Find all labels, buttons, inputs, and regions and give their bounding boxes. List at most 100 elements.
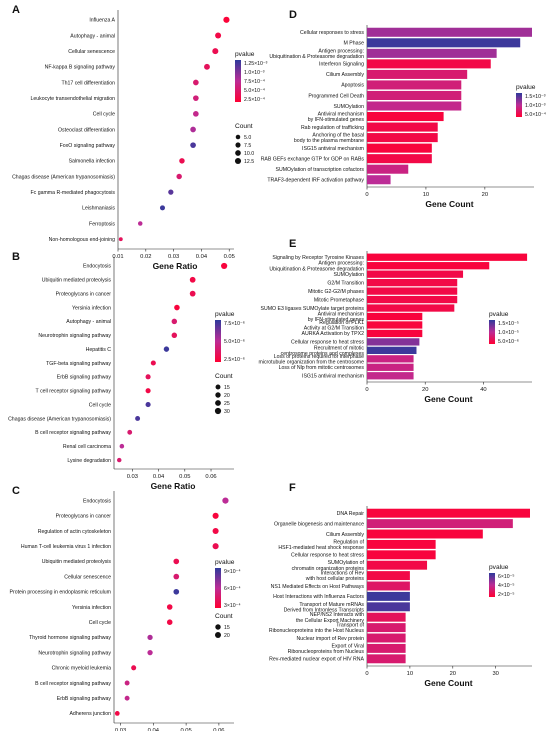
category-label: Interactions of Rev with host cellular pr… — [306, 571, 365, 583]
size-legend-label: 20 — [224, 633, 230, 639]
data-point — [166, 604, 173, 610]
category-label: Antigen processing: Ubiquitination & Prot… — [269, 261, 364, 273]
data-point — [193, 79, 199, 86]
panel-a: A Influenza A Autophagy - animal Cellular s… — [12, 4, 268, 271]
x-tick-label: 0.02 — [140, 254, 151, 260]
size-legend-swatch — [235, 150, 241, 156]
data-bar — [367, 278, 458, 287]
size-legend-swatch — [235, 134, 241, 140]
data-bar — [367, 612, 406, 622]
category-label: Interferon Signaling — [319, 62, 364, 68]
category-label: ErbB signaling pathway — [57, 696, 112, 702]
category-label: Cellular responses to stress — [300, 30, 364, 36]
category-label: Transport of Ribonucleoproteins into the … — [269, 623, 365, 635]
panel-f: F DNA Repair Organelle biogenesis and main… — [269, 482, 532, 688]
color-legend-bar — [516, 93, 522, 117]
data-point — [119, 443, 125, 449]
color-legend-title: pvalue — [516, 84, 536, 91]
color-legend-label: 1.5×10⁻⁵ — [498, 321, 519, 327]
category-label: Nuclear import of Rev protein — [297, 636, 365, 642]
x-tick-label: 0.05 — [224, 254, 235, 260]
category-label: Non-homologous end-joining — [49, 237, 115, 243]
category-label: Apoptosis — [341, 83, 364, 89]
category-label: Cellular response to heat stress — [291, 340, 364, 346]
data-point — [147, 634, 153, 641]
category-label: Hepatitis C — [86, 347, 112, 353]
category-label: Rab regulation of trafficking — [301, 125, 364, 131]
category-label: Yersinia infection — [72, 605, 111, 611]
category-label: Transport of Mature mRNAs Derived from In… — [284, 602, 365, 614]
category-label: Autophagy - animal — [66, 319, 111, 325]
size-legend-swatch — [215, 392, 221, 398]
category-label: Programmed Cell Death — [308, 93, 364, 99]
data-bar — [367, 508, 530, 518]
category-label: Lysine degradation — [67, 458, 111, 464]
data-point — [173, 558, 180, 565]
x-tick-label: 0 — [365, 671, 368, 677]
data-point — [147, 649, 153, 656]
data-point — [159, 205, 166, 211]
category-label: Osteoclast differentiation — [58, 127, 115, 133]
x-tick-label: 20 — [482, 192, 488, 198]
color-legend-bar — [235, 60, 241, 102]
category-label: Mitotic Prometaphase — [314, 297, 364, 303]
data-bar — [367, 287, 458, 295]
data-point — [124, 695, 130, 701]
category-label: RAB GEFs exchange GTP for GDP on RABs — [261, 156, 365, 162]
data-point — [171, 332, 178, 339]
data-point — [190, 126, 196, 133]
data-point — [114, 711, 120, 716]
color-legend-label: 5.0×10⁻⁶ — [498, 339, 519, 345]
data-point — [222, 497, 229, 504]
data-point — [117, 457, 122, 463]
category-label: Fc gamma R-mediated phagocytosis — [31, 190, 116, 196]
category-label: Anchoring of the basal body to the plasma… — [294, 133, 364, 145]
data-bar — [367, 112, 444, 122]
color-legend-label: 2.5×10⁻⁶ — [224, 357, 245, 363]
data-bar — [367, 143, 432, 153]
x-tick-label: 0.03 — [168, 254, 179, 260]
size-legend-swatch — [215, 400, 221, 406]
category-label: Ferroptosis — [89, 221, 115, 227]
data-point — [173, 573, 180, 580]
category-label: SUMO E3 ligases SUMOylate target protein… — [260, 306, 364, 312]
data-bar — [367, 633, 406, 643]
category-label: NF-kappa B signaling pathway — [45, 65, 116, 71]
category-label: SUMOylation of transcription cofactors — [275, 167, 364, 173]
data-bar — [367, 27, 532, 37]
data-point — [179, 158, 185, 164]
category-label: Regulation of PLK1 Activity at G2/M Trans… — [304, 320, 364, 332]
color-legend-title: pvalue — [235, 51, 255, 58]
category-label: Cilium Assembly — [326, 72, 364, 78]
category-label: Signaling by Receptor Tyrosine Kinases — [272, 255, 364, 261]
data-bar — [367, 346, 417, 355]
data-bar — [367, 560, 428, 570]
x-axis-title: Gene Ratio — [151, 481, 196, 491]
data-point — [135, 416, 141, 421]
x-tick-label: 0.03 — [115, 728, 126, 731]
data-point — [215, 32, 222, 39]
panel-c: C Endocytosis Proteoglycans in cancer Regul… — [10, 485, 241, 731]
color-legend-bar — [215, 320, 221, 362]
category-label: Chagas disease (American trypanosomiasis… — [12, 174, 115, 180]
category-label: Cell cycle — [89, 402, 111, 408]
data-bar — [367, 581, 410, 591]
category-label: ISG15 antiviral mechanism — [302, 374, 364, 380]
category-label: Cilium Assembly — [326, 532, 364, 538]
category-label: Chagas disease (American trypanosomiasis… — [8, 416, 111, 422]
data-bar — [367, 623, 406, 633]
data-bar — [367, 80, 462, 90]
data-bar — [367, 363, 414, 371]
data-bar — [367, 539, 436, 549]
color-legend-label: 9×10⁻⁴ — [224, 569, 241, 575]
category-label: Proteoglycans in cancer — [56, 291, 112, 297]
category-label: M Phase — [344, 41, 365, 47]
panel-letter-d: D — [289, 9, 297, 21]
color-legend-label: 7.5×10⁻⁴ — [244, 79, 265, 85]
x-tick-label: 10 — [407, 671, 413, 677]
size-legend-label: 10.0 — [244, 151, 254, 157]
data-bar — [367, 643, 406, 653]
data-point — [168, 189, 174, 195]
category-label: Loss of proteins required for interphase… — [258, 354, 364, 366]
